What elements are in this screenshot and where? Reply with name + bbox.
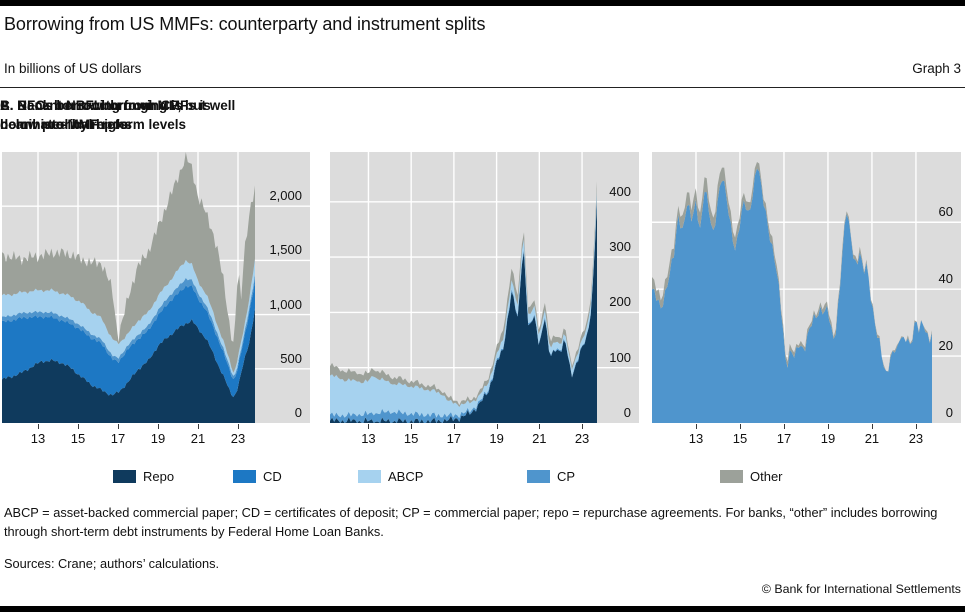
panel-b-title: B. Recent NBFI borrowing is dominated by…: [0, 98, 183, 132]
y-axis-label: 20: [938, 338, 953, 354]
x-axis-label: 15: [70, 431, 86, 446]
subtitle-row: In billions of US dollars Graph 3: [4, 61, 961, 76]
bottom-rule-bar: [0, 606, 965, 612]
panel-c-chart: 0 20 40 60: [652, 152, 961, 423]
x-axis-label: 17: [446, 431, 462, 446]
repo-swatch-icon: [113, 470, 136, 483]
x-axis-tick: [38, 424, 39, 429]
x-axis-tick: [368, 424, 370, 429]
y-axis-label: 1,500: [269, 242, 302, 258]
x-axis-tick: [198, 424, 199, 429]
top-rule-bar: [0, 0, 965, 6]
x-axis-label: 23: [230, 431, 246, 446]
x-axis-label: 13: [361, 431, 376, 446]
y-axis-label: 0: [623, 405, 631, 420]
y-axis-label: 300: [609, 239, 631, 255]
x-axis-label: 13: [688, 431, 704, 446]
legend-label: ABCP: [388, 469, 424, 484]
copyright-text: © Bank for International Settlements: [761, 582, 961, 596]
legend-label: CP: [557, 469, 576, 484]
legend-item-cd: CD: [233, 469, 282, 484]
x-axis-label: 17: [776, 431, 792, 446]
x-axis-label: 21: [532, 431, 547, 446]
x-axis-tick: [411, 424, 413, 429]
panel-a-title: A. Bank borrowing from MMFs is near hist…: [0, 98, 211, 132]
cp-swatch-icon: [527, 470, 550, 483]
sources-text: Sources: Crane; authors’ calculations.: [4, 556, 220, 571]
x-axis-tick: [739, 424, 741, 429]
x-axis-tick: [582, 424, 584, 429]
y-axis-label: 100: [609, 349, 631, 365]
x-axis-label: 19: [150, 431, 166, 446]
x-axis-tick: [238, 424, 239, 429]
legend-label: Other: [750, 469, 783, 484]
x-axis-tick: [827, 424, 829, 429]
y-axis-label: 1,000: [269, 296, 302, 312]
x-axis-label: 15: [732, 431, 748, 446]
legend-item-cp: CP: [527, 469, 575, 484]
x-axis-label: 13: [30, 431, 46, 446]
x-axis-label: 19: [820, 431, 836, 446]
panel-c-title: C. NFCs borrow through CP, but well belo…: [0, 98, 236, 132]
y-axis-label: 0: [294, 405, 302, 420]
x-axis-label: 23: [574, 431, 590, 446]
cd-swatch-icon: [233, 470, 256, 483]
x-axis-label: 15: [403, 431, 419, 446]
legend-item-repo: Repo: [113, 469, 174, 484]
x-axis-tick: [496, 424, 498, 429]
y-axis-label: 40: [938, 271, 953, 287]
panel-b-chart: 0 100 200 300 400: [330, 152, 639, 423]
x-axis-label: 19: [489, 431, 504, 446]
legend-label: Repo: [143, 469, 175, 484]
x-axis-tick: [539, 424, 541, 429]
footnote-text: ABCP = asset-backed commercial paper; CD…: [4, 505, 938, 539]
y-axis-label: 60: [938, 204, 953, 220]
x-axis-tick: [783, 424, 785, 429]
x-axis-tick: [695, 424, 697, 429]
other-swatch-icon: [720, 470, 743, 483]
x-axis-label: 21: [864, 431, 880, 446]
x-axis-tick: [453, 424, 455, 429]
y-axis-label: 200: [609, 294, 631, 310]
x-axis-tick: [871, 424, 873, 429]
y-axis-label: 0: [945, 405, 953, 420]
legend-item-abcp: ABCP: [358, 469, 423, 484]
y-axis-label: 2,000: [269, 188, 302, 204]
panel-a-chart: 0 500 1,000 1,500 2,000: [2, 152, 310, 423]
abcp-swatch-icon: [358, 470, 381, 483]
y-axis-label: 400: [609, 183, 631, 199]
x-axis-tick: [915, 424, 917, 429]
y-axis-label: 500: [280, 350, 302, 366]
x-axis-label: 23: [908, 431, 924, 446]
legend-label: CD: [263, 469, 282, 484]
x-axis-label: 17: [110, 431, 126, 446]
x-axis-label: 21: [190, 431, 206, 446]
x-axis-tick: [118, 424, 119, 429]
graph-number-label: Graph 3: [912, 61, 961, 76]
x-axis-tick: [158, 424, 159, 429]
units-label: In billions of US dollars: [4, 61, 142, 76]
header-divider: [0, 87, 965, 88]
page-title: Borrowing from US MMFs: counterparty and…: [4, 14, 486, 34]
legend-item-other: Other: [720, 469, 783, 484]
x-axis-tick: [78, 424, 79, 429]
